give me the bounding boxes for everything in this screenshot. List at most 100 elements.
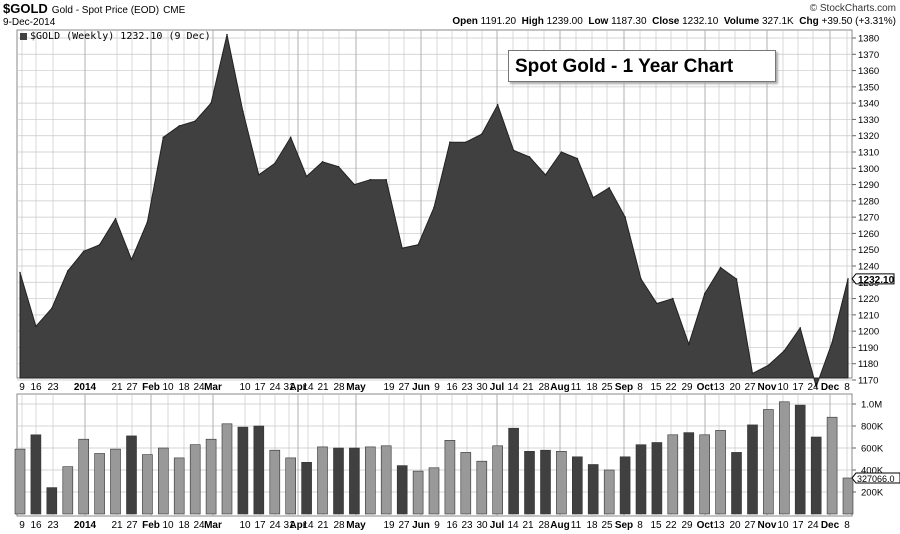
high-label: High — [521, 16, 544, 27]
volume-bar — [778, 401, 790, 515]
legend-swatch — [20, 32, 27, 40]
x-tick-label: 8 — [637, 520, 643, 531]
x-tick-label: 9 — [434, 382, 440, 393]
x-tick-label: 18 — [586, 520, 598, 531]
volume-bar — [508, 427, 519, 515]
x-tick-label: 8 — [844, 382, 850, 393]
x-tick-label: 27 — [126, 382, 138, 393]
price-point — [82, 250, 85, 253]
volume-bar — [78, 438, 89, 515]
x-tick-label: Nov — [758, 520, 777, 531]
volume-tick-label: 600K — [861, 444, 884, 455]
price-tick-label: 1360 — [858, 66, 879, 77]
volume-bar — [635, 444, 647, 515]
volume-bar — [237, 426, 249, 515]
x-tick-label: 22 — [665, 520, 677, 531]
price-point — [417, 244, 419, 246]
close-value: 1232.10 — [682, 16, 719, 27]
x-tick-label: 19 — [383, 382, 395, 393]
price-point — [258, 174, 260, 176]
price-point — [831, 341, 833, 344]
price-point — [194, 120, 196, 122]
chg-value: +39.50 (+3.31%) — [821, 16, 897, 27]
volume-bar — [94, 453, 105, 515]
volume-bar — [826, 416, 838, 515]
x-tick-label: 2014 — [74, 382, 97, 393]
price-point — [98, 244, 101, 246]
volume-bar — [412, 470, 424, 515]
price-point — [146, 221, 149, 223]
volume-bar — [683, 432, 695, 515]
price-last-label: 1232.10 — [858, 275, 895, 286]
x-tick-label: Oct — [697, 520, 714, 531]
volume-bar — [476, 460, 488, 515]
volume-tick-label: 200K — [861, 488, 884, 499]
volume-bar — [651, 442, 663, 515]
x-tick-label: 16 — [446, 382, 458, 393]
price-point — [719, 266, 722, 269]
x-tick-label: 19 — [383, 520, 395, 531]
price-tick-label: 1340 — [858, 99, 879, 110]
price-point — [353, 183, 356, 186]
x-tick-label: 9 — [19, 382, 25, 393]
x-tick-label: 10 — [162, 382, 174, 393]
x-tick-label: May — [346, 382, 366, 393]
price-point — [751, 372, 754, 375]
volume-last-label: 327066.0 — [857, 474, 895, 484]
x-tick-label: 24 — [193, 520, 205, 531]
volume-bar — [364, 446, 376, 515]
volume-bar — [189, 444, 201, 515]
volume-bar — [492, 445, 504, 515]
x-tick-label: 21 — [317, 520, 329, 531]
volume-bar — [556, 450, 567, 515]
x-tick-label: Oct — [697, 382, 714, 393]
price-tick-label: 1330 — [858, 115, 879, 126]
x-tick-label: 17 — [254, 520, 266, 531]
x-tick-label: Mar — [204, 520, 222, 531]
x-tick-label: 24 — [807, 520, 819, 531]
x-tick-label: 13 — [713, 520, 725, 531]
price-point — [369, 178, 372, 181]
volume-label: Volume — [723, 16, 760, 27]
volume-bar — [619, 456, 631, 515]
volume-bar — [763, 409, 774, 515]
price-tick-label: 1300 — [858, 164, 879, 175]
x-tick-label: 29 — [681, 382, 693, 393]
volume-bar — [731, 452, 742, 515]
volume-bar — [380, 445, 392, 515]
price-tick-label: 1280 — [858, 196, 879, 207]
x-tick-label: 27 — [126, 520, 138, 531]
price-tick-label: 1320 — [858, 131, 879, 142]
x-tick-label: Nov — [758, 382, 777, 393]
x-tick-label: 21 — [111, 382, 123, 393]
price-last-marker — [851, 273, 895, 285]
x-tick-label: 10 — [162, 520, 174, 531]
price-tick-label: 1260 — [858, 229, 879, 240]
x-tick-label: 10 — [777, 520, 789, 531]
price-point — [815, 385, 817, 388]
price-point — [735, 278, 738, 280]
price-point — [305, 175, 308, 178]
x-tick-label: Apr — [289, 382, 306, 393]
volume-bar — [301, 461, 312, 515]
x-tick-label: 9 — [434, 520, 440, 531]
x-tick-label: 15 — [650, 520, 662, 531]
x-tick-label: 16 — [30, 520, 42, 531]
volume-tick-label: 400K — [861, 466, 884, 477]
volume-bar — [540, 449, 551, 515]
stockcharts-credit[interactable]: © StockCharts.com — [809, 3, 896, 14]
volume-bar — [14, 448, 26, 515]
x-tick-label: 23 — [461, 520, 473, 531]
x-tick-label: 28 — [538, 382, 550, 393]
x-tick-label: 21 — [522, 382, 534, 393]
price-tick-label: 1380 — [858, 34, 879, 45]
x-tick-label: 11 — [571, 520, 582, 531]
price-point — [592, 196, 594, 199]
x-tick-label: 30 — [476, 520, 488, 531]
x-tick-label: Jul — [490, 520, 505, 531]
x-tick-label: 10 — [777, 382, 789, 393]
volume-bar — [810, 436, 822, 515]
price-point — [337, 165, 340, 168]
price-point — [35, 325, 37, 328]
